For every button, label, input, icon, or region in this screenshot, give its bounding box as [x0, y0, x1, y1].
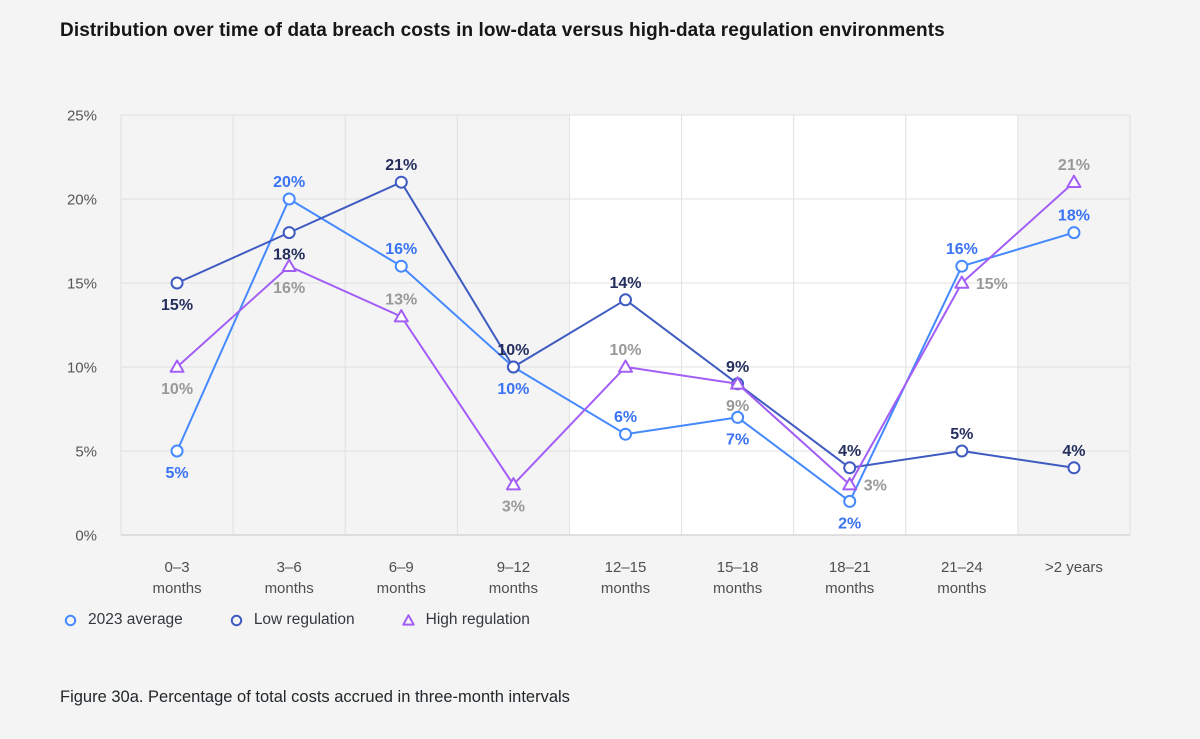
x-tick-label: 21–24	[941, 559, 983, 576]
data-point-label: 4%	[838, 443, 861, 460]
data-point-label: 21%	[385, 157, 417, 174]
data-point-marker	[394, 175, 408, 189]
data-point-marker	[394, 259, 408, 273]
circle-icon	[64, 614, 77, 626]
x-tick-label: 18–21	[829, 559, 871, 576]
data-point-label: 3%	[502, 499, 525, 516]
data-point-label: 10%	[161, 381, 193, 398]
data-point-label: 10%	[609, 342, 641, 359]
data-point-label: 9%	[726, 359, 749, 376]
data-point-label: 16%	[273, 280, 305, 297]
data-point-label: 5%	[950, 426, 973, 443]
data-point-marker	[281, 258, 297, 272]
data-point-marker	[955, 259, 969, 273]
data-point-label: 5%	[165, 465, 188, 482]
chart-legend: 2023 average Low regulation High regulatio…	[63, 611, 530, 629]
data-point-marker	[730, 376, 746, 390]
x-tick-label: months	[265, 580, 314, 597]
circle-icon	[230, 614, 243, 626]
data-point-marker	[842, 477, 858, 491]
y-tick-label: 0%	[75, 528, 97, 545]
x-tick-label: months	[825, 580, 874, 597]
data-point-marker	[282, 226, 296, 240]
x-tick-label: months	[601, 580, 650, 597]
chart-title: Distribution over time of data breach co…	[60, 20, 945, 41]
legend-label: 2023 average	[88, 611, 183, 628]
x-tick-label: 6–9	[389, 559, 414, 576]
data-point-marker	[731, 410, 745, 424]
data-point-marker	[282, 192, 296, 206]
x-tick-label: 3–6	[277, 559, 302, 576]
data-point-label: 16%	[385, 241, 417, 258]
data-point-marker	[619, 293, 632, 307]
data-point-label: 6%	[614, 409, 637, 426]
data-point-label: 4%	[1062, 443, 1085, 460]
data-point-marker	[954, 275, 970, 289]
x-tick-label: months	[377, 580, 426, 597]
data-point-label: 14%	[609, 275, 641, 292]
data-point-label: 18%	[1058, 208, 1090, 225]
triangle-icon	[401, 613, 415, 626]
data-point-label: 10%	[497, 381, 529, 398]
data-point-label: 7%	[726, 431, 749, 448]
legend-item-2023-average: 2023 average	[63, 611, 183, 629]
data-point-label: 2%	[838, 515, 861, 532]
data-point-marker	[505, 477, 521, 491]
legend-label: Low regulation	[253, 611, 355, 628]
y-tick-label: 5%	[75, 444, 97, 461]
figure-caption: Figure 30a. Percentage of total costs ac…	[60, 688, 570, 706]
data-point-label: 21%	[1058, 157, 1090, 174]
x-tick-label: 12–15	[605, 559, 647, 576]
x-tick-label: months	[152, 580, 201, 597]
y-tick-label: 15%	[67, 276, 97, 293]
y-tick-label: 25%	[67, 108, 97, 125]
data-point-label: 15%	[161, 297, 193, 314]
data-point-marker	[1067, 461, 1081, 475]
data-point-marker	[843, 461, 857, 475]
data-point-marker	[955, 444, 969, 458]
data-point-marker	[169, 359, 185, 373]
data-point-marker	[506, 360, 520, 374]
data-point-label: 10%	[497, 342, 529, 359]
data-point-label: 13%	[385, 292, 417, 309]
data-point-label: 9%	[726, 398, 749, 415]
data-point-marker	[843, 494, 857, 508]
data-point-marker	[393, 309, 409, 323]
data-point-label: 18%	[273, 247, 305, 264]
data-point-label: 20%	[273, 174, 305, 191]
legend-label: High regulation	[425, 611, 530, 628]
data-point-label: 3%	[864, 478, 887, 495]
x-tick-label: months	[713, 580, 762, 597]
data-point-marker	[618, 359, 633, 373]
data-point-label: 16%	[946, 241, 978, 258]
data-point-marker	[170, 276, 184, 290]
data-point-marker	[619, 427, 632, 441]
data-point-marker	[170, 444, 184, 458]
legend-item-high-regulation: High regulation	[401, 611, 530, 629]
x-tick-label: months	[937, 580, 986, 597]
x-tick-label: 0–3	[165, 559, 190, 576]
y-tick-label: 10%	[67, 360, 97, 377]
legend-item-low-regulation: Low regulation	[229, 611, 355, 629]
x-tick-label: months	[489, 580, 538, 597]
data-point-marker	[1067, 226, 1081, 240]
x-tick-label: >2 years	[1045, 559, 1103, 576]
x-tick-label: 9–12	[497, 559, 530, 576]
data-point-label: 15%	[976, 276, 1008, 293]
x-tick-label: 15–18	[717, 559, 759, 576]
data-point-marker	[1066, 174, 1082, 188]
y-tick-label: 20%	[67, 192, 97, 209]
